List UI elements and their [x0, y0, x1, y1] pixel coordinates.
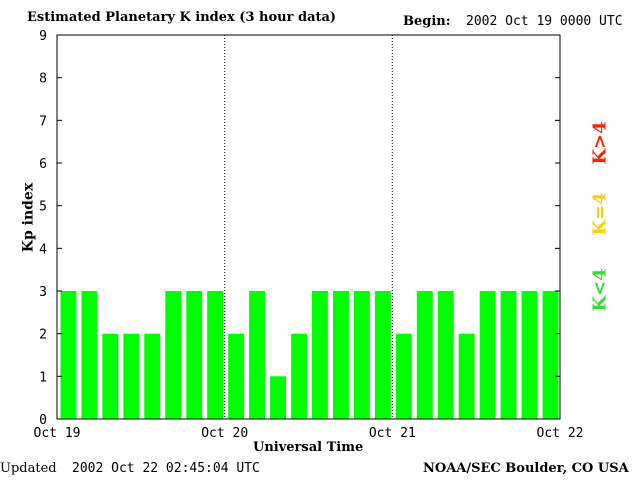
kp-bar [102, 333, 119, 419]
x-tick-label: Oct 20 [201, 426, 248, 441]
kp-bar [542, 291, 559, 419]
kp-bar [416, 291, 433, 419]
updated-value: 2002 Oct 22 02:45:04 UTC [72, 461, 260, 476]
y-tick-label: 6 [39, 157, 47, 172]
kp-bar [186, 291, 203, 419]
kp-bar [479, 291, 496, 419]
x-tick-label: Oct 22 [537, 426, 584, 441]
x-tick-label: Oct 21 [369, 426, 416, 441]
kp-bar [374, 291, 391, 419]
kp-bar [521, 291, 538, 419]
kp-bar [207, 291, 224, 419]
kp-bar [81, 291, 98, 419]
kp-bar [228, 333, 245, 419]
kp-bar [437, 291, 454, 419]
kp-bar [270, 376, 286, 419]
kp-bar [249, 291, 265, 419]
kp-bar [458, 333, 475, 419]
legend-item: K<4 [589, 268, 611, 312]
x-axis-label: Universal Time [253, 440, 364, 455]
kp-bar [353, 291, 370, 419]
y-tick-label: 7 [39, 114, 47, 129]
kp-bar [333, 291, 349, 419]
legend-item: K>4 [589, 121, 611, 165]
x-tick-label: Oct 19 [34, 426, 81, 441]
y-tick-label: 0 [39, 413, 47, 428]
legend-item: K=4 [589, 192, 611, 236]
y-tick-label: 4 [39, 242, 47, 257]
plot-frame [56, 34, 561, 420]
kp-bar [395, 333, 412, 419]
kp-bar [312, 291, 328, 419]
y-tick-label: 3 [39, 285, 47, 300]
kp-bar [165, 291, 182, 419]
begin-label: Begin: [403, 14, 451, 29]
y-axis-label: Kp index [20, 182, 37, 253]
updated-label: Updated [0, 461, 57, 476]
kp-bar [60, 291, 77, 419]
y-tick-label: 1 [39, 370, 47, 385]
begin-value: 2002 Oct 19 0000 UTC [466, 14, 623, 29]
kp-bar [500, 291, 517, 419]
kp-bar [123, 333, 140, 419]
y-tick-label: 8 [39, 72, 47, 87]
y-tick-label: 9 [39, 29, 47, 44]
source-credit: NOAA/SEC Boulder, CO USA [423, 461, 629, 476]
kp-bar [291, 333, 307, 419]
y-tick-label: 5 [39, 200, 47, 215]
kp-bar [144, 333, 161, 419]
chart-title: Estimated Planetary K index (3 hour data… [27, 10, 337, 25]
y-tick-label: 2 [39, 328, 47, 343]
